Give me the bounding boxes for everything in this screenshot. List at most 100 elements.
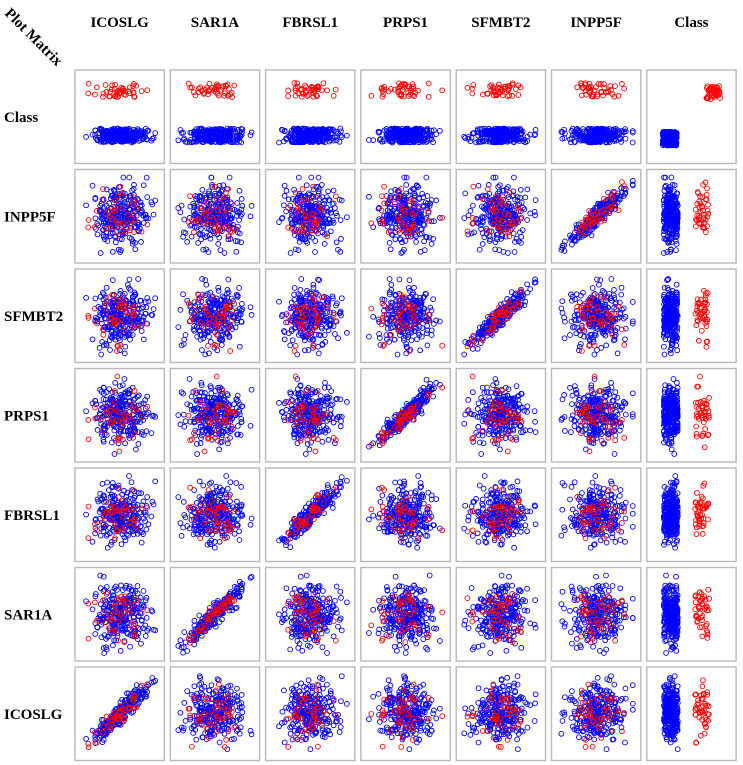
point-class1 xyxy=(115,349,120,354)
point-class0 xyxy=(93,216,98,221)
panels xyxy=(75,70,736,761)
point-class0 xyxy=(153,296,158,301)
point-class0 xyxy=(84,135,89,140)
point-class1 xyxy=(86,225,91,230)
point-class0 xyxy=(93,296,98,301)
point-class0 xyxy=(240,204,245,209)
panel-inpp5f-vs-sfmbt2 xyxy=(456,170,545,264)
point-class0 xyxy=(322,242,327,247)
point-class0 xyxy=(151,212,156,217)
point-class1 xyxy=(286,94,291,99)
scatter-matrix: Plot Matrix ICOSLG SAR1A FBRSL1 PRPS1 SFMBT2… xyxy=(0,0,743,765)
point-class0 xyxy=(176,206,181,211)
point-class1 xyxy=(207,81,212,86)
point-class0 xyxy=(101,290,106,295)
point-class0 xyxy=(139,240,144,245)
point-class0 xyxy=(145,195,150,200)
point-class0 xyxy=(422,248,427,253)
panel-class-vs-icoslg xyxy=(75,70,164,164)
point-class0 xyxy=(429,242,434,247)
point-class1 xyxy=(392,201,397,206)
point-class0 xyxy=(216,289,221,294)
point-class0 xyxy=(121,175,126,180)
point-class0 xyxy=(477,247,482,252)
row-header-sfmbt2: SFMBT2 xyxy=(4,309,63,325)
point-class1 xyxy=(188,194,193,199)
point-class0 xyxy=(200,348,205,353)
point-class0 xyxy=(248,214,253,219)
point-class0 xyxy=(136,277,141,282)
col-header-inpp5f: INPP5F xyxy=(570,15,622,31)
panel-class-vs-sar1a xyxy=(170,70,259,164)
point-class0 xyxy=(669,175,674,180)
point-class0 xyxy=(196,241,201,246)
point-class1 xyxy=(514,87,519,92)
point-class1 xyxy=(706,202,711,207)
point-class1 xyxy=(507,93,512,98)
point-class1 xyxy=(331,93,336,98)
point-class0 xyxy=(414,234,419,239)
point-class0 xyxy=(234,249,239,254)
point-class1 xyxy=(465,86,470,91)
point-class0 xyxy=(84,203,89,208)
point-class0 xyxy=(104,285,109,290)
panel-class-vs-inpp5f xyxy=(552,70,641,164)
col-header-fbrsl1: FBRSL1 xyxy=(282,15,338,31)
panel-border xyxy=(266,70,355,164)
point-class0 xyxy=(512,250,517,255)
point-class1 xyxy=(613,84,618,89)
point-class1 xyxy=(300,187,305,192)
point-class0 xyxy=(339,135,344,140)
point-class0 xyxy=(463,191,468,196)
point-class1 xyxy=(321,81,326,86)
point-class0 xyxy=(326,189,331,194)
point-class0 xyxy=(506,251,511,256)
point-class0 xyxy=(176,138,181,143)
point-class0 xyxy=(387,241,392,246)
point-class0 xyxy=(284,188,289,193)
panel-border xyxy=(647,70,736,164)
point-class1 xyxy=(192,230,197,235)
point-class1 xyxy=(620,82,625,87)
point-class0 xyxy=(662,251,667,256)
point-class0 xyxy=(133,247,138,252)
row-header-icoslg: ICOSLG xyxy=(4,707,63,723)
panel-sfmbt2-vs-icoslg xyxy=(75,269,164,363)
point-class0 xyxy=(200,187,205,192)
point-class0 xyxy=(95,232,100,237)
point-class0 xyxy=(334,240,339,245)
point-class0 xyxy=(525,218,530,223)
point-class0 xyxy=(296,175,301,180)
point-class0 xyxy=(533,213,538,218)
point-class1 xyxy=(228,349,233,354)
point-class0 xyxy=(512,175,517,180)
point-class1 xyxy=(325,88,330,93)
col-header-sar1a: SAR1A xyxy=(191,15,240,31)
point-class0 xyxy=(179,203,184,208)
point-class1 xyxy=(602,85,607,90)
point-class0 xyxy=(144,175,149,180)
point-class0 xyxy=(141,183,146,188)
point-class0 xyxy=(176,325,181,330)
panel-class-vs-sfmbt2 xyxy=(456,70,545,164)
panel-border xyxy=(647,170,736,264)
point-class0 xyxy=(141,337,146,342)
point-class0 xyxy=(277,140,282,145)
panel-class-vs-fbrsl1 xyxy=(266,70,355,164)
point-class1 xyxy=(286,88,291,93)
point-class0 xyxy=(185,240,190,245)
point-class0 xyxy=(110,249,115,254)
point-class0 xyxy=(237,188,242,193)
point-class0 xyxy=(240,301,245,306)
point-class1 xyxy=(103,83,108,88)
point-class0 xyxy=(237,344,242,349)
point-class0 xyxy=(367,194,372,199)
col-header-prps1: PRPS1 xyxy=(383,15,428,31)
point-class0 xyxy=(282,194,287,199)
col-header-class: Class xyxy=(674,15,708,31)
point-class1 xyxy=(382,184,387,189)
point-class1 xyxy=(705,186,710,191)
panel-inpp5f-vs-sar1a xyxy=(170,170,259,264)
point-class1 xyxy=(622,86,627,91)
point-class0 xyxy=(289,300,294,305)
